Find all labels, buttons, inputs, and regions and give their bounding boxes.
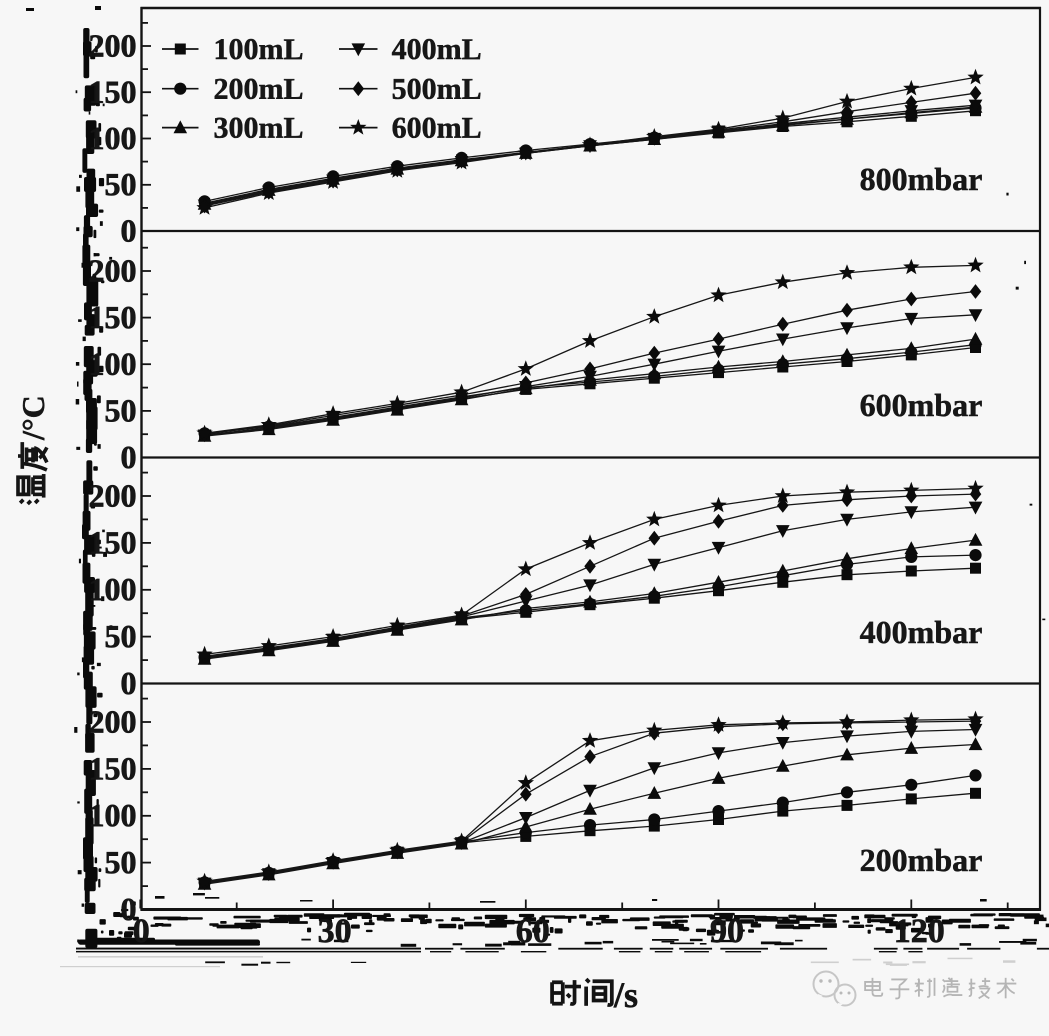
svg-text:50: 50 [104, 392, 136, 428]
svg-text:200: 200 [88, 477, 136, 513]
svg-text:/°C: /°C [15, 395, 51, 441]
svg-text:60: 60 [516, 913, 550, 950]
svg-text:0: 0 [120, 665, 136, 701]
svg-text:400mL: 400mL [392, 33, 482, 66]
svg-text:50: 50 [104, 844, 136, 880]
svg-text:150: 150 [88, 299, 136, 335]
svg-text:400mbar: 400mbar [860, 614, 983, 650]
svg-text:120: 120 [894, 913, 945, 950]
svg-text:100: 100 [88, 797, 136, 833]
svg-text:150: 150 [88, 74, 136, 110]
svg-text:100: 100 [88, 346, 136, 382]
svg-text:50: 50 [104, 166, 136, 202]
svg-text:300mL: 300mL [213, 112, 303, 145]
svg-text:100mL: 100mL [213, 33, 303, 66]
svg-text:50: 50 [104, 618, 136, 654]
svg-text:0: 0 [120, 891, 136, 927]
svg-text:200: 200 [88, 703, 136, 739]
svg-text:600mL: 600mL [392, 112, 482, 145]
svg-text:800mbar: 800mbar [860, 161, 983, 197]
svg-text:200: 200 [88, 27, 136, 63]
svg-text:200: 200 [88, 252, 136, 288]
svg-text:0: 0 [133, 913, 150, 950]
svg-text:200mL: 200mL [213, 73, 303, 106]
svg-text:30: 30 [318, 913, 352, 950]
svg-text:150: 150 [88, 750, 136, 786]
svg-text:600mbar: 600mbar [860, 387, 983, 423]
svg-text:200mbar: 200mbar [860, 842, 983, 878]
svg-text:0: 0 [120, 212, 136, 248]
svg-text:500mL: 500mL [392, 73, 482, 106]
svg-text:90: 90 [710, 913, 744, 950]
svg-text:100: 100 [88, 571, 136, 607]
svg-text:100: 100 [88, 120, 136, 156]
svg-text:/s: /s [613, 975, 638, 1015]
svg-text:150: 150 [88, 524, 136, 560]
svg-text:0: 0 [120, 439, 136, 475]
